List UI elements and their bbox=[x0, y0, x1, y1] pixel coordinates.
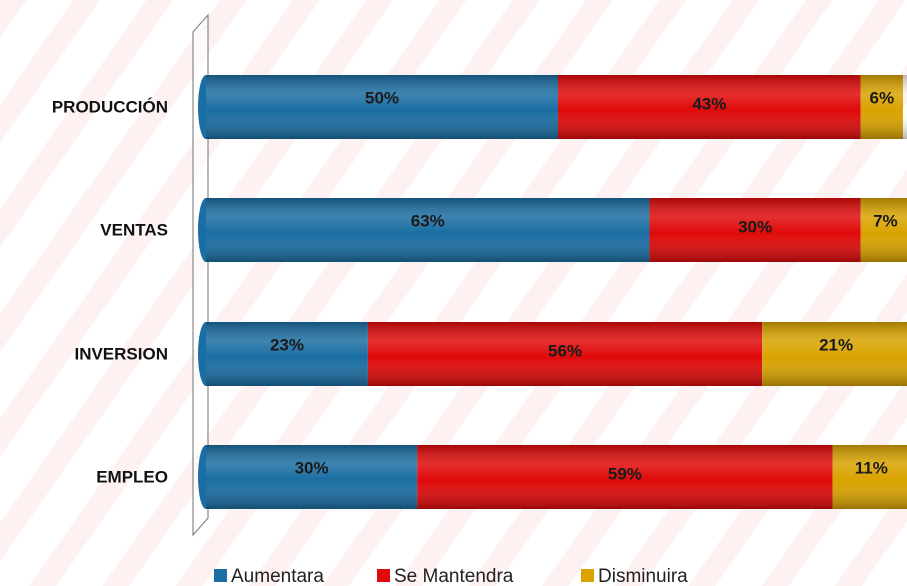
value-label: 21% bbox=[819, 335, 853, 354]
value-label: 43% bbox=[692, 94, 726, 113]
legend-label: Aumentara bbox=[231, 566, 324, 586]
legend-label: Se Mantendra bbox=[394, 566, 514, 586]
category-label: INVERSION bbox=[74, 344, 168, 363]
value-label: 63% bbox=[411, 211, 445, 230]
value-label: 59% bbox=[608, 464, 642, 483]
value-label: 6% bbox=[870, 88, 895, 107]
legend-swatch bbox=[214, 569, 227, 582]
value-label: 56% bbox=[548, 341, 582, 360]
legend-swatch bbox=[581, 569, 594, 582]
axis-wall bbox=[192, 13, 209, 537]
value-label: 50% bbox=[365, 88, 399, 107]
category-label: PRODUCCIÓN bbox=[52, 97, 168, 116]
value-label: 7% bbox=[873, 211, 898, 230]
legend-label: Disminuira bbox=[598, 566, 688, 586]
value-label: 30% bbox=[738, 217, 772, 236]
category-label: VENTAS bbox=[100, 220, 168, 239]
category-label: EMPLEO bbox=[96, 467, 168, 486]
value-label: 30% bbox=[295, 458, 329, 477]
value-label: 11% bbox=[855, 458, 888, 477]
legend-swatch bbox=[377, 569, 390, 582]
value-label: 23% bbox=[270, 335, 304, 354]
